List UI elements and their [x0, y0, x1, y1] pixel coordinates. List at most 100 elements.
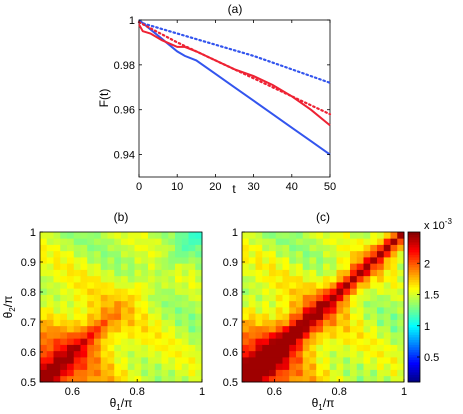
heatmap-cell — [188, 269, 196, 277]
panel-a-x-label: t — [232, 182, 236, 196]
heatmap-cell — [107, 369, 115, 377]
heatmap-cell — [336, 232, 344, 239]
heatmap-cell — [195, 257, 203, 264]
heatmap-cell — [60, 288, 68, 295]
heatmap-cell — [40, 238, 48, 245]
heatmap-cell — [73, 244, 81, 252]
colorbar-segment — [408, 367, 420, 370]
heatmap-cell — [370, 325, 378, 333]
heatmap-cell — [269, 338, 277, 345]
heatmap-cell — [94, 363, 102, 370]
heatmap-cell — [289, 307, 297, 314]
heatmap-cell — [80, 350, 88, 358]
heatmap-cell — [46, 307, 54, 314]
heatmap-cell — [356, 294, 364, 302]
heatmap-cell — [370, 232, 378, 239]
heatmap-cell — [350, 350, 358, 358]
colorbar-segment — [408, 369, 420, 373]
heatmap-cell — [114, 350, 122, 358]
heatmap-cell — [350, 288, 358, 295]
heatmap-cell — [107, 244, 115, 252]
heatmap-cell — [161, 357, 169, 364]
heatmap-cell — [175, 313, 183, 320]
heatmap-cell — [60, 338, 68, 345]
panel-c-axes-box — [241, 231, 405, 383]
heatmap-cell — [370, 263, 378, 270]
heatmap-cell — [94, 282, 102, 289]
heatmap-cell — [100, 244, 108, 252]
heatmap-cell — [370, 307, 378, 314]
heatmap-cell — [302, 313, 310, 320]
panel-a-x-tick-label: 10 — [171, 181, 183, 193]
heatmap-cell — [350, 332, 358, 339]
heatmap-cell — [195, 375, 203, 383]
heatmap-cell — [383, 338, 391, 345]
panel-a-x-tick-label: 40 — [286, 181, 298, 193]
heatmap-cell — [316, 332, 324, 339]
heatmap-cell — [390, 338, 398, 345]
heatmap-cell — [309, 282, 317, 289]
heatmap-cell — [242, 263, 250, 270]
heatmap-cell — [356, 338, 364, 345]
heatmap-cell — [195, 350, 203, 358]
colorbar-segment — [408, 307, 420, 310]
heatmap-cell — [363, 263, 371, 270]
heatmap-cell — [242, 313, 250, 320]
heatmap-cell — [397, 357, 405, 364]
heatmap-cell — [67, 300, 75, 308]
heatmap-cell — [67, 288, 75, 295]
heatmap-cell — [242, 357, 250, 364]
heatmap-cell — [114, 313, 122, 320]
heatmap-cell — [356, 238, 364, 245]
heatmap-cell — [168, 275, 176, 283]
colorbar-segment — [408, 234, 420, 238]
panel-a-y-label: F(t) — [97, 89, 111, 108]
heatmap-cell — [262, 369, 270, 377]
heatmap-cell — [343, 263, 351, 270]
heatmap-cell — [275, 307, 283, 314]
heatmap-cell — [302, 319, 310, 327]
heatmap-cell — [350, 344, 358, 352]
heatmap-cell — [377, 250, 385, 258]
colorbar-segment — [408, 329, 420, 333]
heatmap-cell — [121, 244, 129, 252]
heatmap-cell — [67, 282, 75, 289]
heatmap-cell — [141, 263, 149, 270]
heatmap-cell — [262, 307, 270, 314]
heatmap-cell — [390, 369, 398, 377]
heatmap-cell — [80, 338, 88, 345]
heatmap-cell — [127, 319, 135, 327]
heatmap-cell — [181, 232, 189, 239]
heatmap-cell — [80, 313, 88, 320]
heatmap-cell — [248, 232, 256, 239]
heatmap-y-tick-label: 1 — [30, 227, 36, 239]
heatmap-cell — [363, 375, 371, 383]
heatmap-cell — [255, 238, 263, 245]
heatmap-cell — [255, 313, 263, 320]
heatmap-cell — [60, 375, 68, 383]
heatmap-cell — [175, 282, 183, 289]
heatmap-cell — [370, 294, 378, 302]
heatmap-cell — [127, 338, 135, 345]
heatmap-cell — [114, 269, 122, 277]
heatmap-cell — [350, 363, 358, 370]
colorbar-ticks: 0.5 1 1.5 2 — [417, 258, 439, 364]
heatmap-cell — [87, 250, 95, 258]
heatmap-cell — [134, 288, 142, 295]
heatmap-cell — [302, 282, 310, 289]
heatmap-cell — [40, 344, 48, 352]
heatmap-cell — [80, 307, 88, 314]
heatmap-cell — [343, 257, 351, 264]
heatmap-cell — [73, 257, 81, 264]
heatmap-cell — [107, 307, 115, 314]
heatmap-cell — [343, 275, 351, 283]
heatmap-cell — [188, 338, 196, 345]
heatmap-cell — [168, 288, 176, 295]
heatmap-cell — [262, 325, 270, 333]
heatmap-cell — [255, 282, 263, 289]
heatmap-cell — [141, 338, 149, 345]
heatmap-cell — [329, 375, 337, 383]
colorbar-segment — [408, 317, 420, 320]
heatmap-cell — [242, 369, 250, 377]
heatmap-cell — [262, 232, 270, 239]
